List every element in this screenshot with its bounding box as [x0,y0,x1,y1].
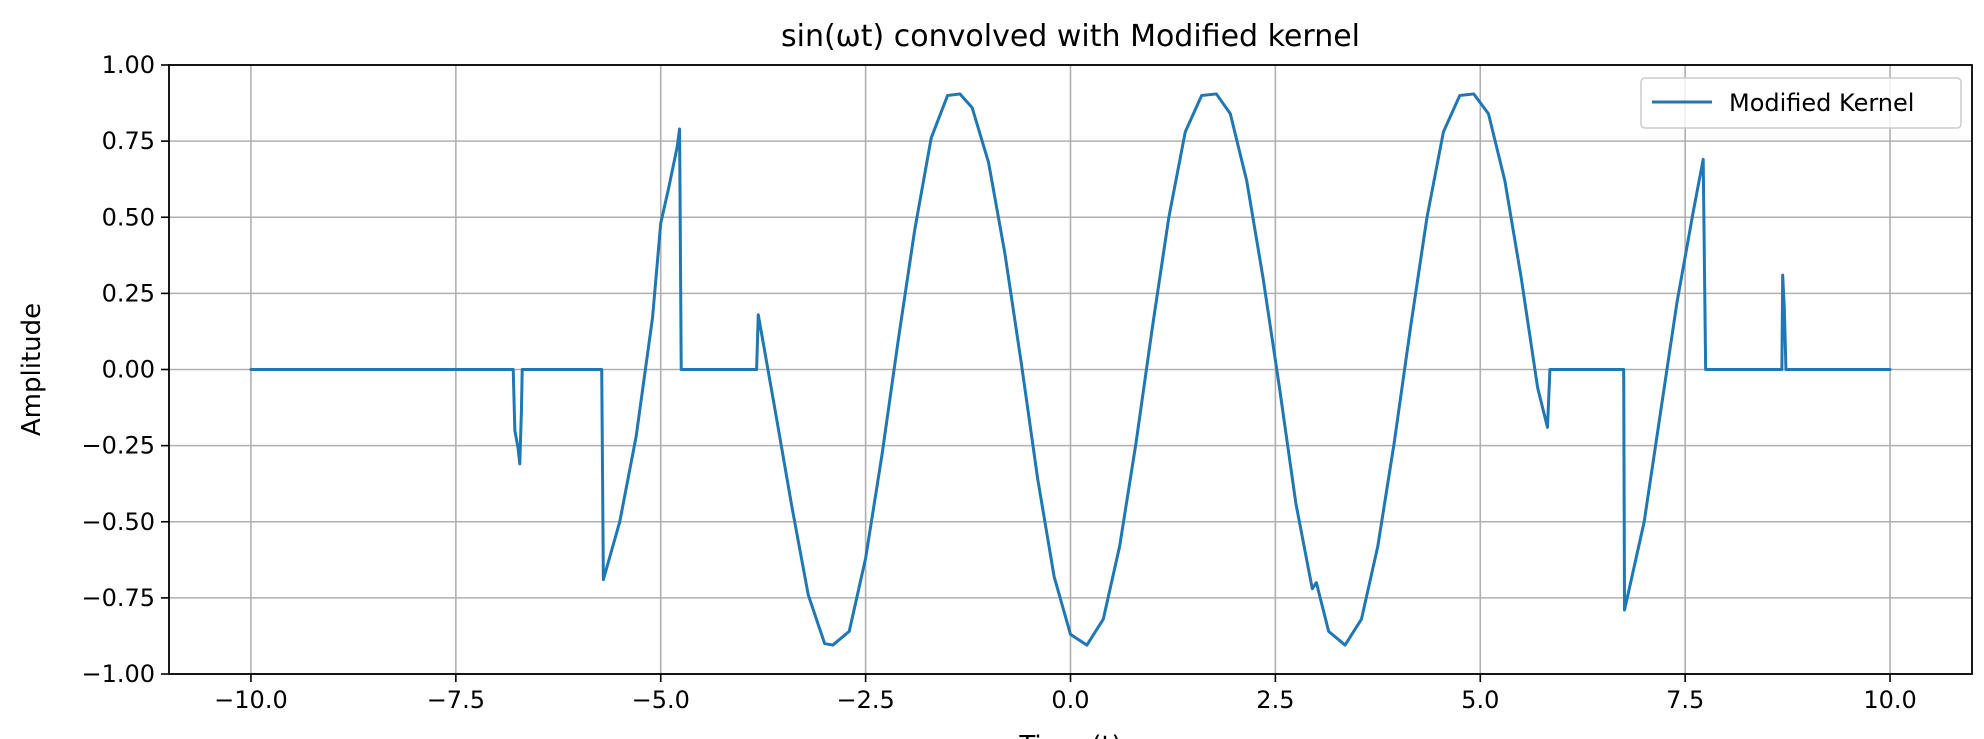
legend-label: Modified Kernel [1729,89,1914,117]
y-tick-label: 0.75 [102,127,155,155]
legend-box [1640,77,1962,129]
y-tick-label: −0.75 [81,584,155,612]
x-tick-label: −2.5 [836,686,894,714]
y-tick-label: −0.25 [81,432,155,460]
y-tick-label: −0.50 [81,508,155,536]
x-tick-label: 10.0 [1863,686,1916,714]
x-tick-label: 0.0 [1051,686,1089,714]
x-axis-label: Time (t) [1018,731,1121,739]
y-tick-label: 0.50 [102,203,155,231]
x-tick-label: −5.0 [632,686,690,714]
y-tick-label: 1.00 [102,51,155,79]
x-tick-label: 5.0 [1461,686,1499,714]
chart-title: sin(ωt) convolved with Modified kernel [781,19,1360,54]
ticks [161,64,1891,682]
y-tick-label: −1.00 [81,660,155,688]
x-tick-label: −10.0 [214,686,288,714]
x-tick-label: 2.5 [1256,686,1294,714]
y-tick-label: 0.25 [102,279,155,307]
tick-labels: −10.0 −7.5 −5.0 −2.5 0.0 2.5 5.0 7.5 10.0 −1.00 −0… [81,51,1916,714]
y-tick-label: 0.00 [102,356,155,384]
y-axis-label: Amplitude [17,303,47,436]
x-tick-label: −7.5 [427,686,485,714]
x-tick-label: 7.5 [1666,686,1704,714]
legend: Modified Kernel [1640,77,1962,129]
series-group [249,92,1892,647]
series-line [249,92,1892,647]
